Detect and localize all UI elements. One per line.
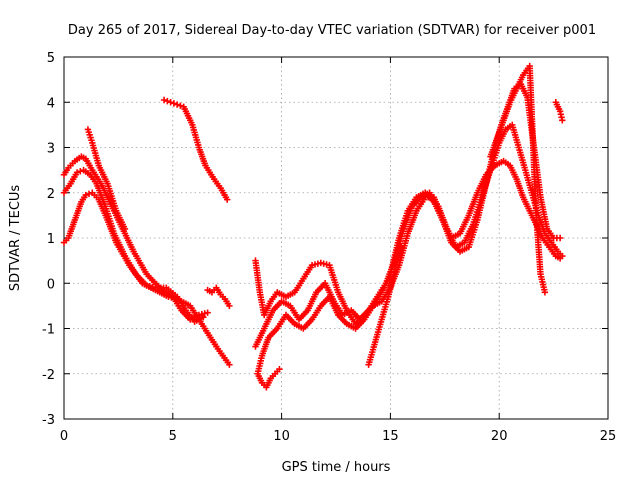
data-point — [204, 309, 211, 316]
y-tick-label: 3 — [47, 142, 55, 157]
chart-title: Day 265 of 2017, Sidereal Day-to-day VTE… — [68, 23, 596, 38]
series-arc-i — [254, 80, 564, 377]
data-point — [556, 234, 564, 242]
x-tick-label: 20 — [491, 429, 508, 444]
series-arc-f — [160, 96, 231, 203]
x-axis-label: GPS time / hours — [282, 460, 391, 475]
data-point — [160, 96, 168, 104]
data-point — [167, 99, 174, 106]
data-point — [224, 196, 231, 203]
data-point — [226, 302, 233, 310]
data-point — [85, 190, 93, 198]
y-tick-label: 4 — [47, 96, 55, 111]
y-tick-label: -1 — [42, 323, 55, 338]
data-point — [398, 243, 405, 251]
series-arc-a — [60, 189, 233, 368]
series-arc-m — [552, 99, 566, 124]
data-point — [121, 225, 129, 233]
y-tick-label: -3 — [42, 413, 55, 428]
y-tick-label: 1 — [47, 232, 55, 247]
y-tick-label: 0 — [47, 277, 55, 292]
y-tick-label: 5 — [47, 51, 55, 66]
x-tick-label: 25 — [600, 429, 617, 444]
tick-layer: 0 5 10 15 20 25 -3 -2 -1 0 1 2 3 4 5 — [42, 51, 616, 444]
data-point — [82, 191, 89, 199]
data-point — [170, 100, 178, 107]
y-tick-label: 2 — [47, 187, 55, 202]
data-point — [559, 117, 566, 124]
series-arc-d — [84, 126, 129, 233]
data-point — [164, 97, 171, 105]
x-tick-label: 5 — [169, 429, 177, 444]
data-layer — [60, 62, 566, 391]
x-tick-label: 10 — [273, 429, 290, 444]
series-arc-l — [365, 243, 405, 368]
data-point — [77, 168, 84, 175]
grid-layer — [64, 57, 608, 419]
series-arc-k — [254, 366, 283, 391]
data-point — [173, 101, 181, 108]
series-arc-j — [487, 62, 549, 296]
data-point — [73, 169, 81, 176]
data-point — [276, 366, 283, 373]
y-axis-label: SDTVAR / TECUs — [8, 185, 23, 292]
data-point — [226, 361, 233, 368]
y-tick-label: -2 — [42, 368, 55, 383]
data-point — [177, 102, 184, 109]
series-arc-e — [204, 284, 233, 310]
x-tick-label: 15 — [382, 429, 399, 444]
x-tick-label: 0 — [60, 429, 68, 444]
data-point — [541, 289, 549, 296]
data-point — [559, 252, 566, 260]
